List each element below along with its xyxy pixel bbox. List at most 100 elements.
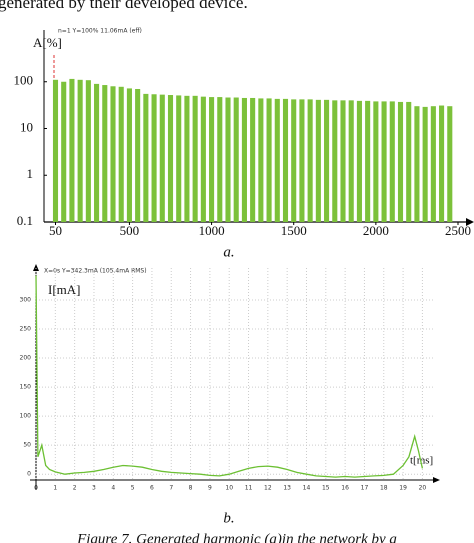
x-tick-label: 1000: [199, 223, 225, 238]
bar: [200, 96, 206, 222]
y-tick-label: 100: [14, 73, 34, 88]
bar: [250, 97, 256, 222]
x-tick-label: 1500: [281, 223, 307, 238]
bar: [348, 100, 354, 222]
y-tick-label: 1: [27, 166, 34, 181]
x-tick-label: 6: [150, 485, 154, 492]
bar: [340, 100, 346, 222]
bar: [85, 80, 91, 222]
bar: [110, 86, 116, 222]
y-tick-label: 10: [20, 119, 33, 134]
y-tick-label: 250: [20, 325, 32, 332]
x-tick-label: 12: [264, 485, 272, 492]
x-tick-label: 15: [322, 485, 330, 492]
x-tick-label: 20: [419, 485, 427, 492]
bar: [52, 79, 59, 222]
bar: [258, 98, 264, 222]
bar: [266, 98, 272, 222]
bar: [324, 99, 330, 222]
bar: [135, 88, 141, 222]
bar: [225, 97, 231, 222]
bar: [332, 100, 338, 222]
y-tick-label: 0.1: [17, 213, 33, 228]
caption-a: a.: [223, 244, 234, 260]
bar: [291, 99, 297, 222]
x-tick-label: 4: [111, 485, 115, 492]
bar: [233, 97, 239, 222]
x-tick-label: 2: [73, 485, 77, 492]
annotation: n=1 Y=100% 11.06mA (eff): [58, 28, 142, 35]
x-tick-label: 500: [120, 223, 140, 238]
bar: [159, 94, 165, 222]
x-tick-label: 5: [131, 485, 135, 492]
bar: [69, 78, 75, 222]
bar: [167, 95, 174, 222]
y-tick-label: 100: [20, 413, 32, 420]
bar: [118, 86, 124, 222]
x-tick-label: 11: [245, 485, 253, 492]
y-tick-label: 200: [20, 355, 32, 362]
bar: [192, 95, 198, 222]
bar: [151, 94, 157, 222]
bar: [430, 106, 436, 222]
x-tick-label: 2000: [363, 223, 389, 238]
x-tick-label: 50: [49, 223, 62, 238]
x-tick-label: 3: [92, 485, 96, 492]
bar: [274, 98, 280, 222]
bar: [143, 93, 149, 222]
x-tick-label: 18: [380, 485, 388, 492]
annotation: X=0s Y=342.3mA (105.4mA RMS): [44, 268, 147, 275]
x-arrow: [433, 477, 440, 483]
line: [35, 275, 424, 478]
y-tick-label: 0: [27, 471, 31, 478]
bar: [447, 106, 453, 222]
bar: [217, 97, 223, 222]
y-label: A[%]: [33, 35, 62, 50]
bar: [282, 98, 289, 222]
x-tick-label: 19: [399, 485, 407, 492]
x-tick-label: 14: [303, 485, 311, 492]
x-tick-label: 13: [283, 485, 291, 492]
y-arrow: [33, 264, 39, 271]
bar: [184, 95, 190, 222]
caption-b: b.: [223, 510, 234, 526]
x-arrow: [466, 218, 474, 226]
y-label: I[mA]: [48, 282, 81, 297]
x-tick-label: 0: [34, 485, 38, 492]
x-tick-label: 7: [169, 485, 173, 492]
bar: [414, 106, 420, 222]
bar: [102, 85, 108, 222]
bar: [422, 106, 428, 222]
bar: [389, 101, 395, 222]
figure-caption: Figure 7. Generated harmonic (a)in the n…: [76, 531, 397, 543]
x-tick-label: 17: [361, 485, 369, 492]
bar: [241, 97, 247, 222]
bar: [299, 99, 305, 222]
bar: [315, 99, 321, 222]
bar: [307, 99, 313, 222]
x-tick-label: 1: [53, 485, 57, 492]
bar: [397, 101, 404, 222]
y-tick-label: 50: [23, 442, 31, 449]
bar: [94, 83, 100, 222]
bar: [61, 81, 67, 222]
x-tick-label: 16: [341, 485, 349, 492]
bar: [439, 105, 445, 222]
bar: [406, 101, 412, 222]
y-tick-label: 300: [20, 296, 32, 303]
bar: [365, 100, 371, 222]
top-text: generated by their developed device.: [0, 0, 248, 12]
x-tick-label: 2500: [445, 223, 471, 238]
bar: [77, 79, 83, 222]
bar: [176, 95, 182, 222]
x-tick-label: 10: [225, 485, 233, 492]
bar: [356, 100, 362, 222]
bar: [126, 88, 132, 222]
y-tick-label: 150: [20, 384, 32, 391]
bar: [373, 101, 379, 222]
bar: [381, 101, 387, 222]
x-label: t[ms]: [410, 455, 433, 467]
bar: [209, 97, 215, 222]
x-tick-label: 8: [189, 485, 193, 492]
